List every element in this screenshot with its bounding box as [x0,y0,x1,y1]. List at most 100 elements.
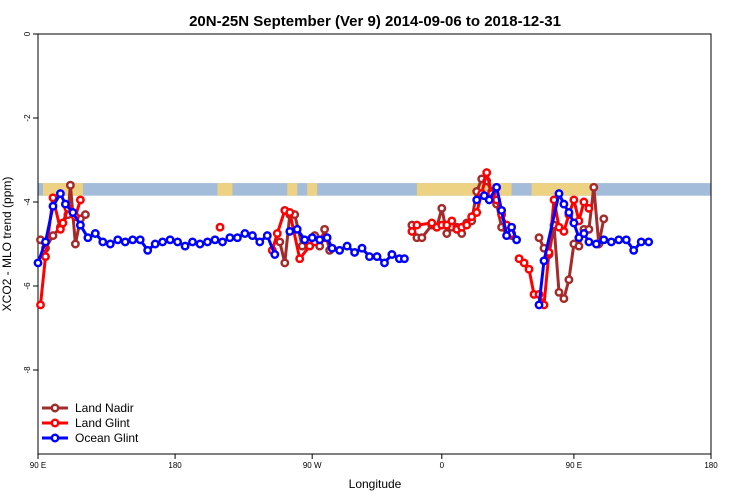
data-point [357,243,367,253]
data-point [335,245,345,255]
data-point [342,241,352,251]
data-point [80,210,90,220]
data-point [215,222,225,232]
data-point [41,237,50,247]
data-point [472,208,482,217]
data-point [482,168,492,178]
data-point [462,220,472,230]
data-point [614,235,624,245]
data-point [280,258,290,268]
data-point [218,237,227,247]
data-point [407,226,417,236]
data-point [327,243,337,253]
y-axis: 0 -2 -4 -6 -8 [23,31,38,374]
data-point [270,250,280,259]
y-tick-label: -2 [23,114,32,122]
data-point [417,233,427,243]
data-point [584,203,594,213]
data-point [120,237,130,247]
data-point [447,216,457,226]
data-point [188,237,197,247]
x-tick-label: 90 E [30,461,46,470]
y-axis-label: XCO2 - MLO trend (ppm) [0,177,14,312]
data-point [41,252,50,262]
y-tick-label: -4 [23,198,32,206]
legend-item: Land Glint [42,416,130,430]
data-point [203,237,212,247]
x-tick-label: 180 [704,461,718,470]
data-point [210,235,220,245]
data-point [262,231,272,241]
data-point [240,229,250,238]
data-point [165,235,175,245]
data-point [143,245,153,255]
data-point [636,237,646,247]
data-point [65,180,75,190]
x-tick-label: 0 [440,461,445,470]
data-point [554,189,564,199]
data-point [621,235,631,245]
data-point [554,287,564,297]
map-strip [38,183,711,196]
data-point [83,233,93,243]
data-point [569,218,579,228]
data-point [36,300,45,310]
data-point [322,233,332,243]
data-point [98,237,108,247]
x-tick-label: 90 E [566,461,582,470]
y-tick-label: -6 [23,282,32,290]
data-point [524,264,534,274]
data-point [135,235,145,245]
data-point [591,239,601,249]
data-point [584,237,594,247]
x-axis: 90 E 180 90 W 0 90 E 180 [30,454,718,470]
data-point [75,195,85,205]
data-point [48,231,58,241]
data-point [412,220,422,230]
data-point [484,195,494,205]
series-land-glint [36,168,594,310]
data-point [48,201,58,211]
data-point [497,205,507,215]
data-point [564,208,574,217]
chart-title: 20N-25N September (Ver 9) 2014-09-06 to … [189,13,561,30]
data-point [105,239,115,249]
data-point [68,208,78,217]
data-point [232,233,242,243]
data-point [307,233,317,243]
data-point [247,231,257,241]
data-point [579,229,589,238]
data-point [90,229,100,238]
plot-frame [37,33,712,455]
data-point [55,189,65,199]
data-point [559,226,569,236]
data-point [644,237,654,247]
data-point [372,252,382,262]
data-point [75,220,85,230]
data-point [150,239,160,249]
map-land [217,183,233,196]
y-tick-label: 0 [23,31,32,36]
data-point [539,256,549,266]
data-point [519,258,529,268]
data-point [564,275,574,285]
data-point [492,182,502,192]
data-point [272,229,282,238]
map-land [531,183,592,196]
data-point [629,245,639,255]
map-land [287,183,298,196]
data-point [599,214,609,224]
data-point [442,229,452,238]
data-point [569,195,579,205]
data-point [173,237,183,247]
x-axis-label: Longitude [349,477,402,491]
data-point [502,231,512,241]
data-point [285,208,295,217]
data-point [534,300,544,310]
data-point [437,203,447,213]
data-point [387,250,397,259]
data-point [128,235,138,245]
x-tick-label: 90 W [303,461,322,470]
data-point [534,233,544,243]
series-ocean-glint [33,182,654,310]
